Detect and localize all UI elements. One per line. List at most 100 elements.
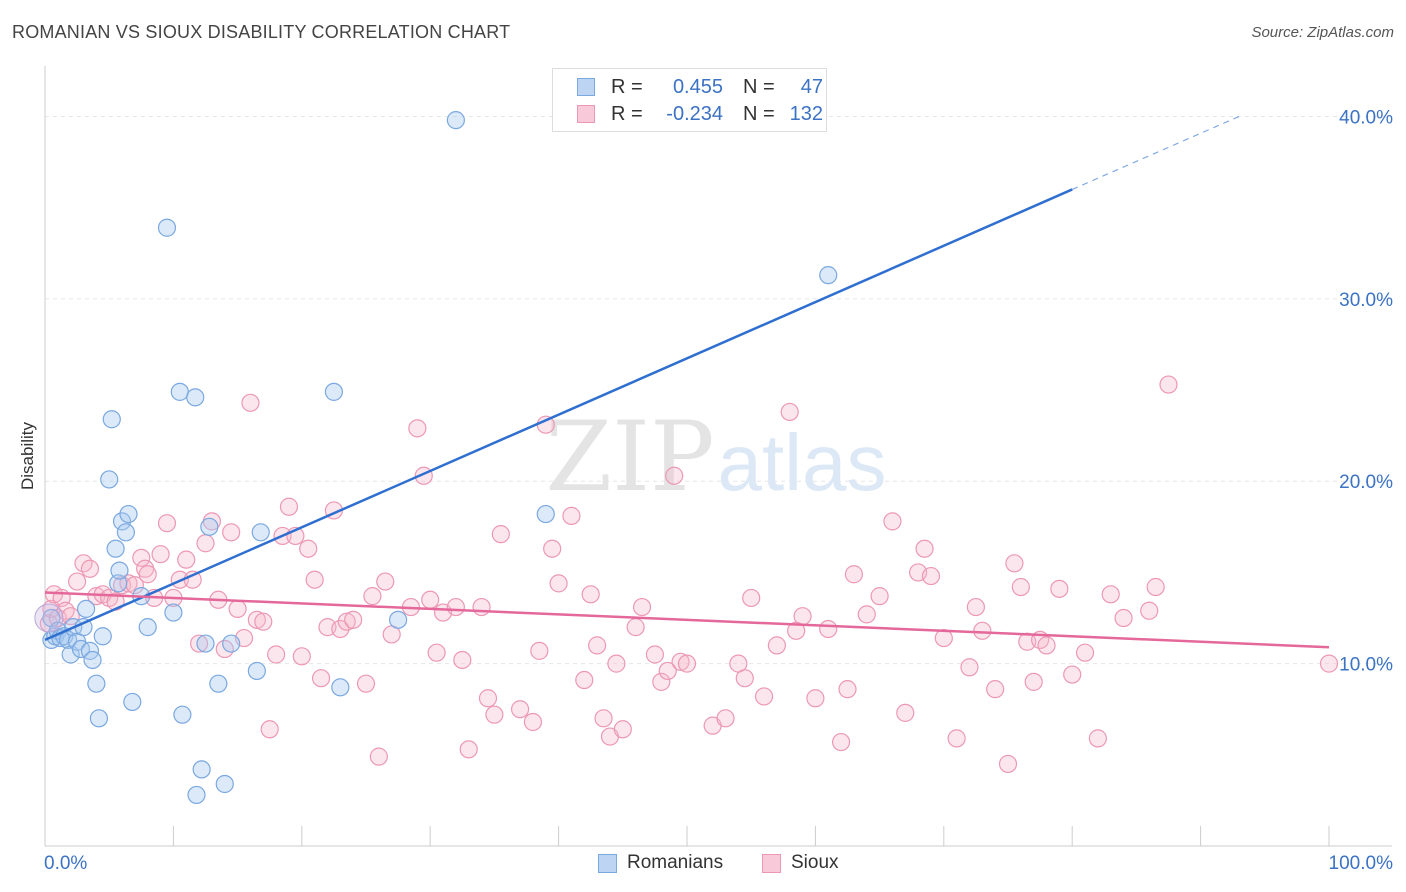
romanian-point: [119, 504, 138, 524]
romanian-point: [164, 603, 183, 622]
sioux-point: [408, 419, 427, 438]
sioux-point: [138, 565, 157, 584]
chart-title: ROMANIAN VS SIOUX DISABILITY CORRELATION…: [12, 22, 511, 42]
sioux-point: [132, 548, 151, 567]
sioux-swatch: [577, 105, 595, 123]
sioux-point: [530, 641, 549, 660]
romanian-point: [222, 634, 241, 653]
romanian-point: [89, 709, 109, 728]
sioux-point: [1063, 665, 1082, 684]
sioux-point: [1011, 577, 1030, 597]
sioux-point: [716, 709, 735, 728]
sioux-point: [658, 661, 677, 681]
sioux-point: [998, 754, 1018, 774]
legend-row-sioux: R = -0.234 N = 132: [577, 102, 823, 126]
sioux-point: [510, 700, 530, 719]
series-legend: Romanians Sioux: [0, 852, 1406, 876]
romanians-trend-line: [44, 188, 1073, 642]
romanian-point: [192, 760, 211, 779]
romanian-points: [34, 111, 838, 805]
watermark-atlas: atlas: [718, 418, 887, 507]
romanian-point: [112, 512, 132, 531]
sioux-point: [453, 650, 472, 670]
sioux-point: [523, 712, 543, 732]
stats-legend: R = 0.455 N = 47 R = -0.234 N = 132: [552, 68, 827, 132]
sioux-point: [56, 601, 75, 620]
sioux-point: [645, 645, 665, 664]
sioux-point: [780, 402, 799, 422]
romanian-point: [331, 678, 350, 697]
tick-labels: 10.0% 20.0% 30.0% 40.0% 0.0% 100.0%: [44, 107, 1393, 874]
watermark-zip: ZIP: [545, 401, 714, 513]
sioux-point: [549, 574, 568, 593]
sioux-point: [299, 539, 318, 558]
r-value: -0.234: [666, 102, 723, 125]
legend-item-sioux: Sioux: [762, 852, 839, 874]
sioux-point: [305, 570, 324, 589]
sioux-point: [254, 612, 273, 631]
watermark: ZIP atlas: [545, 401, 886, 513]
cluster-point: [34, 603, 64, 633]
romanian-point: [196, 634, 215, 653]
sioux-point: [671, 652, 690, 671]
romanian-point: [389, 610, 408, 629]
sioux-point: [665, 466, 684, 485]
legend-item-romanians: Romanians: [598, 852, 723, 874]
sioux-point: [562, 506, 581, 525]
sioux-point: [279, 497, 299, 516]
romanian-point: [110, 561, 129, 580]
sioux-point: [376, 572, 395, 591]
sioux-point: [581, 585, 600, 604]
romanian-point: [76, 599, 96, 619]
romanian-point: [536, 504, 555, 524]
sioux-point: [241, 393, 260, 412]
sioux-point: [883, 512, 902, 531]
sioux-point: [767, 636, 786, 655]
sioux-point: [151, 545, 170, 564]
sioux-point: [228, 599, 247, 619]
sioux-point: [607, 654, 626, 673]
sioux-point: [260, 720, 279, 739]
romanian-point: [102, 410, 121, 429]
romanian-point: [93, 627, 112, 646]
sioux-point: [754, 687, 774, 706]
romanian-point: [187, 785, 206, 805]
sioux-point: [337, 612, 356, 631]
sioux-point: [986, 680, 1005, 699]
romanians-swatch: [577, 78, 595, 96]
sioux-point: [575, 670, 594, 690]
sioux-point: [652, 672, 671, 691]
legend-row-romanians: R = 0.455 N = 47: [577, 75, 823, 99]
sioux-point: [735, 669, 754, 688]
legend-label-sioux: Sioux: [791, 852, 839, 873]
sioux-point: [222, 523, 241, 542]
sioux-point: [1114, 608, 1133, 628]
romanian-point: [138, 618, 157, 637]
y-axis-label: Disability: [18, 421, 37, 491]
sioux-point: [1005, 554, 1024, 573]
legend-label-romanians: Romanians: [627, 852, 724, 873]
sioux-point: [247, 610, 266, 629]
sioux-point: [369, 747, 388, 766]
romanian-point: [186, 388, 205, 407]
sioux-point: [613, 720, 632, 739]
sioux-point: [61, 607, 80, 626]
sioux-point: [344, 610, 363, 629]
romanians-trend-extension: [1071, 115, 1240, 190]
romanian-point: [157, 218, 177, 237]
romanians-legend-swatch: [598, 853, 617, 873]
sioux-point: [267, 645, 286, 664]
romanian-point: [71, 639, 91, 659]
sioux-point: [1101, 585, 1120, 604]
sioux-point: [594, 709, 613, 728]
sioux-point: [543, 539, 562, 558]
romanian-point: [100, 470, 119, 489]
sioux-point: [966, 597, 986, 617]
sioux-point: [677, 654, 697, 673]
sioux-point: [177, 550, 196, 569]
romanian-point: [446, 111, 465, 130]
sioux-point: [485, 705, 504, 724]
sioux-point: [626, 618, 645, 637]
sioux-point: [960, 658, 979, 677]
source-label: Source: ZipAtlas.com: [1251, 24, 1394, 41]
